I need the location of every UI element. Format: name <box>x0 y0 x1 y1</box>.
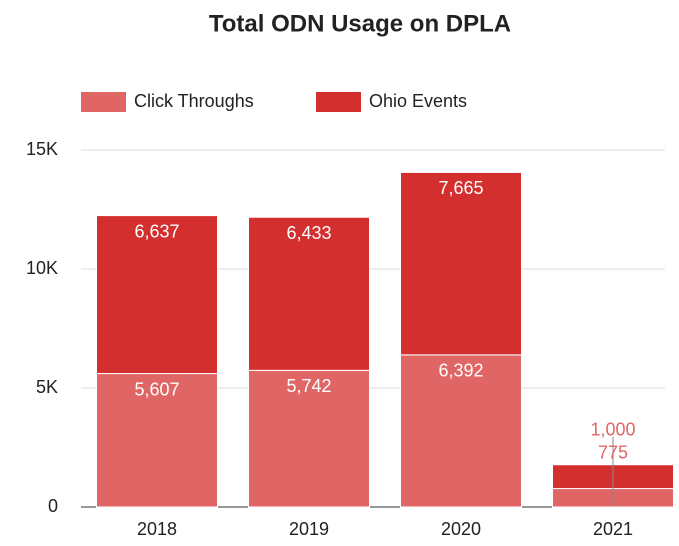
bar-segment <box>248 216 370 371</box>
y-tick-label: 0 <box>48 496 58 516</box>
y-tick-label: 15K <box>26 139 58 159</box>
data-label: 5,607 <box>134 379 179 399</box>
data-label: 6,637 <box>134 221 179 241</box>
bar-segment <box>400 354 522 508</box>
bar-segment <box>400 171 522 356</box>
legend-label: Click Throughs <box>134 91 254 111</box>
data-label: 1,000 <box>590 420 635 440</box>
data-label: 7,665 <box>438 178 483 198</box>
x-tick-label: 2019 <box>289 519 329 539</box>
legend-swatch <box>81 92 126 112</box>
data-label: 6,433 <box>286 223 331 243</box>
legend-swatch <box>316 92 361 112</box>
chart-title: Total ODN Usage on DPLA <box>209 10 511 37</box>
x-tick-label: 2020 <box>441 519 481 539</box>
data-label: 5,742 <box>286 376 331 396</box>
bar-segment <box>96 215 218 375</box>
bar-segment <box>96 373 218 508</box>
y-tick-label: 5K <box>36 377 58 397</box>
x-tick-label: 2018 <box>137 519 177 539</box>
legend-label: Ohio Events <box>369 91 467 111</box>
y-tick-label: 10K <box>26 258 58 278</box>
data-label: 775 <box>598 443 628 463</box>
data-label: 6,392 <box>438 361 483 381</box>
x-tick-label: 2021 <box>593 519 633 539</box>
bar-segment <box>248 369 370 508</box>
